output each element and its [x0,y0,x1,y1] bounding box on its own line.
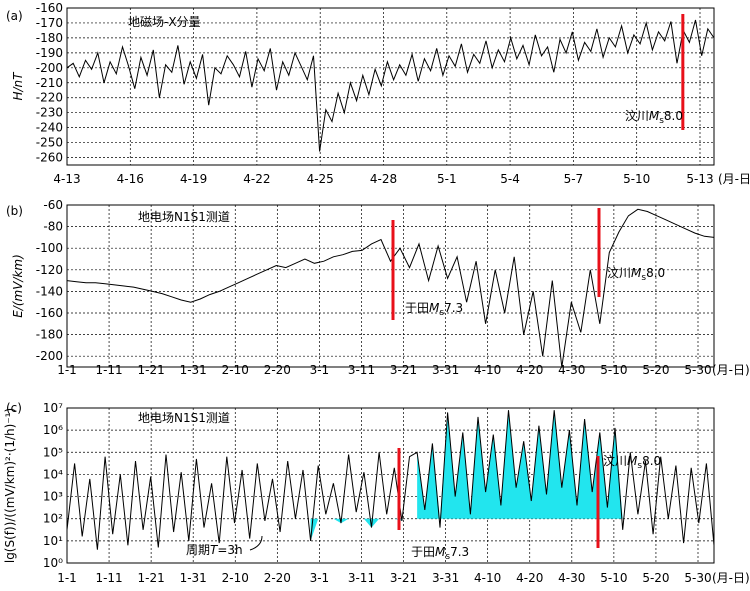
series-line-b [66,208,715,368]
y-tick-label: -240 [36,121,63,135]
x-tick-label: 4-16 [117,172,144,186]
x-tick-label: 5-30 [684,571,711,585]
y-tick-label: 10⁵ [43,445,63,459]
x-tick-label: 1-31 [180,363,207,377]
x-tick-label: 5-20 [642,363,669,377]
period-label: 周期T=3h [186,543,243,557]
event-label-wenchuan: 汶川Ms8.0 [603,453,661,471]
y-tick-label: -220 [36,91,63,105]
y-tick-label: -180 [36,328,63,342]
y-tick-label: -250 [36,136,63,150]
x-tick-label: 5-10 [600,571,627,585]
x-tick-label: 5-10 [623,172,650,186]
highlight-region-low [310,518,402,541]
x-tick-label: 4-20 [516,571,543,585]
y-tick-label: -230 [36,106,63,120]
x-tick-label: 3-1 [310,363,330,377]
x-tick-label: 3-1 [310,571,330,585]
x-tick-label: 5-10 [600,363,627,377]
panel-annotation: 地磁场-X分量 [128,14,201,29]
y-tick-label: 10⁴ [43,467,63,481]
plot-frame-2 [66,204,715,368]
x-tick-label: 4-10 [474,363,501,377]
x-tick-label: 1-31 [180,571,207,585]
panel-letter: (b) [6,204,23,218]
x-tick-label: 1-1 [57,571,77,585]
x-tick-label: 3-31 [432,363,459,377]
x-tick-label: 5-30 [684,363,711,377]
x-tick-label: 4-20 [516,363,543,377]
y-axis-label: H/nT [11,71,25,101]
y-axis-label: lg(S(f))/((mV/km)²·(1/h)⁻¹) [3,408,17,563]
x-unit-label: (月-日) [712,363,750,377]
y-tick-label: 10³ [43,490,63,504]
panel-annotation: 地电场N1S1测道 [138,210,230,224]
y-tick-label: -80 [43,220,63,234]
x-tick-label: 1-21 [138,571,165,585]
x-unit-label: (月-日) [712,571,750,585]
panel-letter: (a) [6,9,23,23]
x-tick-label: 5-13 [686,172,713,186]
x-tick-label: 3-21 [390,571,417,585]
x-tick-label: 2-20 [264,363,291,377]
event-label-yutian: 于田Ms7.3 [411,545,469,562]
x-tick-label: 5-20 [642,571,669,585]
panel-annotation: 地电场N1S1测道 [138,411,230,425]
x-tick-label: 3-31 [432,571,459,585]
event-label-wenchuan: 汶川Ms8.0 [625,108,683,126]
y-tick-label: 10² [43,512,63,526]
x-tick-label: 2-10 [222,363,249,377]
y-tick-label: 10⁰ [43,556,63,570]
y-tick-label: -260 [36,151,63,165]
y-tick-label: -180 [36,31,63,45]
x-tick-label: 2-20 [264,571,291,585]
series-line-c [66,410,715,550]
series-line-a [66,19,715,152]
plot-frame-3 [66,407,715,564]
y-tick-label: -60 [43,198,63,212]
plot-frame-1 [66,7,715,166]
y-tick-label: -160 [36,306,63,320]
y-tick-label: -200 [36,349,63,363]
x-tick-label: 3-11 [348,363,375,377]
x-tick-label: 3-11 [348,571,375,585]
x-tick-label: 1-11 [95,571,122,585]
y-tick-label: -120 [36,263,63,277]
x-tick-label: 4-10 [474,571,501,585]
y-tick-label: -100 [36,241,63,255]
y-tick-label: -190 [36,46,63,60]
y-tick-label: 10⁷ [43,401,63,415]
y-tick-label: -210 [36,76,63,90]
panel-letter: (c) [6,401,22,415]
x-tick-label: 4-13 [53,172,80,186]
x-tick-label: 2-10 [222,571,249,585]
y-tick-label: -170 [36,16,63,30]
x-tick-label: 5-1 [437,172,457,186]
y-axis-label: E/(mV/km) [11,254,25,318]
y-tick-label: -140 [36,284,63,298]
period-leader-line [249,535,263,551]
y-tick-label: 10⁶ [43,423,63,437]
event-label-yutian: 于田Ms7.3 [405,301,463,318]
y-tick-label: 10¹ [43,534,63,548]
x-tick-label: 4-19 [180,172,207,186]
x-tick-label: 4-30 [558,571,585,585]
x-tick-label: 4-25 [307,172,334,186]
x-unit-label: (月-日) [718,172,750,186]
x-tick-label: 4-28 [370,172,397,186]
x-tick-label: 4-22 [243,172,270,186]
x-tick-label: 5-4 [500,172,520,186]
x-tick-label: 1-21 [138,363,165,377]
x-tick-label: 5-7 [564,172,584,186]
y-tick-label: -200 [36,61,63,75]
y-tick-label: -160 [36,1,63,15]
event-label-wenchuan: 汶川Ms8.0 [607,265,665,283]
x-tick-label: 3-21 [390,363,417,377]
x-tick-label: 1-11 [95,363,122,377]
